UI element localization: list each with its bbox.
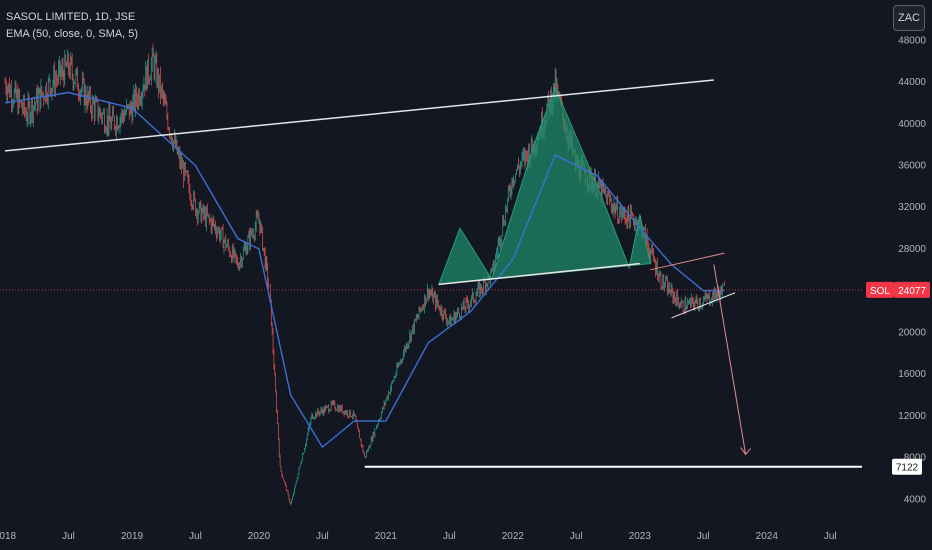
time-tick-label: Jul [570,531,583,542]
long-trendline [4,79,714,152]
candles-group [4,43,725,505]
channel-lower [671,292,736,319]
price-tick-label: 48000 [898,35,926,46]
symbol-badge [866,281,894,298]
price-tick-label: 40000 [898,119,926,130]
price-tick-label: 36000 [898,161,926,172]
price-tick-label: 4000 [904,494,927,505]
target-label: 7122 [896,463,919,474]
price-tick-label: 32000 [898,202,926,213]
time-tick-label: Jul [316,531,329,542]
price-axis [862,0,932,550]
time-tick-label: Jul [824,531,837,542]
currency-button[interactable]: ZAC [893,5,925,31]
price-tick-label: 8000 [904,453,927,464]
target-badge [892,458,922,475]
time-tick-label: Jul [443,531,456,542]
projection-arrowhead [740,447,752,456]
neckline [438,262,640,286]
time-tick-label: 2020 [248,531,271,542]
price-tick-label: 44000 [898,77,926,88]
last-price-label: 24077 [898,286,926,297]
last-price-badge [894,281,930,298]
chart-legend: SASOL LIMITED, 1D, JSE EMA (50, close, 0… [6,9,138,43]
time-tick-label: 2022 [502,531,525,542]
time-tick-label: Jul [697,531,710,542]
time-tick-label: Jul [62,531,75,542]
time-tick-label: 2023 [629,531,652,542]
price-tick-label: 16000 [898,369,926,380]
time-tick-label: 2021 [375,531,398,542]
price-tick-label: 12000 [898,411,926,422]
time-tick-label: 2019 [121,531,144,542]
time-axis [0,522,932,550]
time-tick-label: 2024 [756,531,779,542]
ema-line [4,91,725,449]
channel-upper [650,252,725,271]
price-tick-label: 20000 [898,327,926,338]
symbol-label: SOL [870,286,890,297]
indicator-label[interactable]: EMA (50, close, 0, SMA, 5) [6,28,139,40]
time-tick-label: Jul [189,531,202,542]
head-and-shoulders-pattern [438,85,652,285]
projection-arrow [713,264,747,455]
price-tick-label: 28000 [898,244,926,255]
symbol-title[interactable]: SASOL LIMITED, 1D, JSE [6,11,136,23]
